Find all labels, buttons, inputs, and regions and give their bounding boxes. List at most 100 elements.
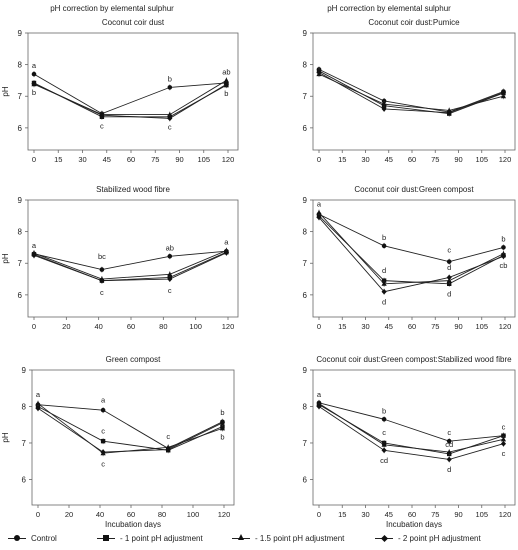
panel-2-xtick-label: 15	[338, 155, 346, 164]
panel-3-annotation: bc	[98, 252, 106, 261]
panel-6-xtick-label: 30	[361, 510, 369, 519]
panel-6-title: Coconut coir dust:Green compost:Stabiliz…	[316, 355, 512, 364]
panel-4-xtick-label: 90	[454, 322, 462, 331]
legend-diamond-marker	[380, 534, 388, 542]
panel-4-annotation: d	[447, 289, 451, 298]
panel-5-xtick-label: 120	[218, 510, 231, 519]
panel-2-xtick-label: 120	[499, 155, 512, 164]
panel-3-ytick-label: 6	[18, 291, 23, 300]
panel-3-xtick-label: 20	[62, 322, 70, 331]
column-title-right: pH correction by elemental sulphur	[327, 4, 451, 13]
panel-2-series-line-circle	[318, 68, 504, 113]
panel-4-ytick-label: 7	[303, 259, 308, 268]
panel-1-annotation: b	[32, 88, 36, 97]
panel-3-point-circle	[99, 267, 105, 272]
panel-6-xtick-label: 0	[317, 510, 321, 519]
panel-2-point-diamond	[500, 89, 507, 96]
panel-4-annotation: cb	[499, 261, 507, 270]
panel-6-xtick-label: 60	[408, 510, 416, 519]
panel-4-point-circle	[381, 243, 387, 249]
panel-5-ytick-label: 8	[22, 402, 27, 411]
panel-4-series-line-circle	[318, 213, 504, 263]
legend-item-1-point: - 1 point pH adjustment	[97, 534, 203, 543]
panel-2-xtick-label: 90	[454, 155, 462, 164]
panel-2-point-circle	[381, 98, 387, 104]
panel-4-annotation: d	[382, 297, 386, 306]
panel-6-point-circle	[446, 438, 452, 444]
panel-4-xtick-label: 45	[385, 322, 393, 331]
panel-5-point-diamond	[165, 446, 171, 453]
panel-5-point-diamond	[100, 449, 106, 455]
panel-6-annotation: c	[502, 449, 506, 458]
panel-5-annotation: c	[101, 426, 105, 435]
panel-4-series-line-diamond	[318, 217, 504, 293]
panel-5-xtick-label: 60	[127, 510, 135, 519]
panel-4-series-line-triangle	[318, 212, 504, 285]
panel-5-ytick-label: 7	[22, 439, 27, 448]
panel-3-frame	[27, 199, 239, 318]
panel-4-point-triangle	[316, 209, 322, 215]
panel-3-annotation: a	[32, 241, 37, 250]
panel-1-ylabel: pH	[1, 86, 10, 96]
panel-1-ytick-label: 6	[18, 124, 23, 133]
panel-5-xtick-label: 0	[36, 510, 40, 519]
panel-4-annotation: c	[447, 246, 451, 255]
legend-label-1-point: - 1 point pH adjustment	[120, 534, 203, 543]
panel-2-series-line-diamond	[318, 72, 504, 114]
panel-1-xtick-label: 105	[197, 155, 210, 164]
panel-2-point-diamond	[446, 109, 452, 116]
panel-4-xtick-label: 120	[499, 322, 512, 331]
panel-2-xtick-label: 0	[317, 155, 321, 164]
legend-item-2-point: - 2 point pH adjustment	[375, 534, 481, 543]
panel-4-ytick-label: 9	[303, 196, 308, 205]
panel-6-annotation: a	[317, 390, 322, 399]
panel-1-point-diamond	[167, 115, 173, 122]
panel-4-annotation: b	[382, 233, 386, 242]
panel-1-xtick-label: 90	[175, 155, 183, 164]
panel-2-ytick-label: 6	[303, 124, 308, 133]
legend-triangle-marker	[238, 534, 244, 540]
panel-5-xtick-label: 20	[65, 510, 73, 519]
panel-6-xtick-label: 15	[338, 510, 346, 519]
panel-5-series-line-circle	[37, 404, 223, 449]
panel-3-xtick-label: 120	[222, 322, 235, 331]
panel-6-series-line-square	[318, 404, 504, 455]
panel-1-ytick-label: 9	[18, 29, 23, 38]
panel-6-ytick-label: 7	[303, 439, 308, 448]
legend-square-marker	[103, 535, 109, 541]
panel-1-xtick-label: 60	[127, 155, 135, 164]
panel-4-point-square	[381, 278, 387, 283]
panel-5-annotation: b	[220, 432, 224, 441]
panel-3-ylabel: pH	[1, 253, 10, 263]
panel-4-annotation: b	[501, 234, 505, 243]
panel-6-annotation: b	[382, 406, 386, 415]
panel-4-xtick-label: 60	[408, 322, 416, 331]
panel-4-title: Coconut coir dust:Green compost	[354, 185, 474, 194]
panel-2-point-triangle	[381, 101, 387, 107]
panel-2-series-line-triangle	[318, 73, 504, 111]
panel-5-annotation: a	[36, 390, 41, 399]
panel-2-xtick-label: 30	[361, 155, 369, 164]
panel-1-point-diamond	[223, 81, 229, 88]
panel-3-point-diamond	[99, 277, 105, 284]
panel-5-annotation: b	[220, 408, 224, 417]
panel-6-ytick-label: 8	[303, 402, 308, 411]
panel-1-point-diamond	[99, 112, 105, 119]
panel-3-annotation: c	[168, 286, 172, 295]
panel-1-xtick-label: 30	[78, 155, 86, 164]
panel-1-frame	[27, 32, 239, 151]
panel-5-ytick-label: 9	[22, 366, 27, 375]
panel-1-annotation: ab	[222, 67, 230, 76]
panel-5-point-diamond	[219, 420, 226, 426]
panel-6-point-triangle	[381, 441, 387, 447]
panel-1-point-diamond	[31, 80, 37, 87]
panel-5-xlabel: Incubation days	[105, 520, 161, 528]
panel-5-series-line-diamond	[37, 407, 223, 453]
column-title-left: pH correction by elemental sulphur	[50, 4, 174, 13]
panel-1-ytick-label: 8	[18, 61, 23, 70]
panel-6-annotation: c	[447, 428, 451, 437]
panel-6-xtick-label: 75	[431, 510, 439, 519]
panel-6-point-diamond	[500, 440, 507, 447]
panel-1-annotation: c	[168, 122, 172, 131]
panel-5-ytick-label: 6	[22, 475, 27, 484]
